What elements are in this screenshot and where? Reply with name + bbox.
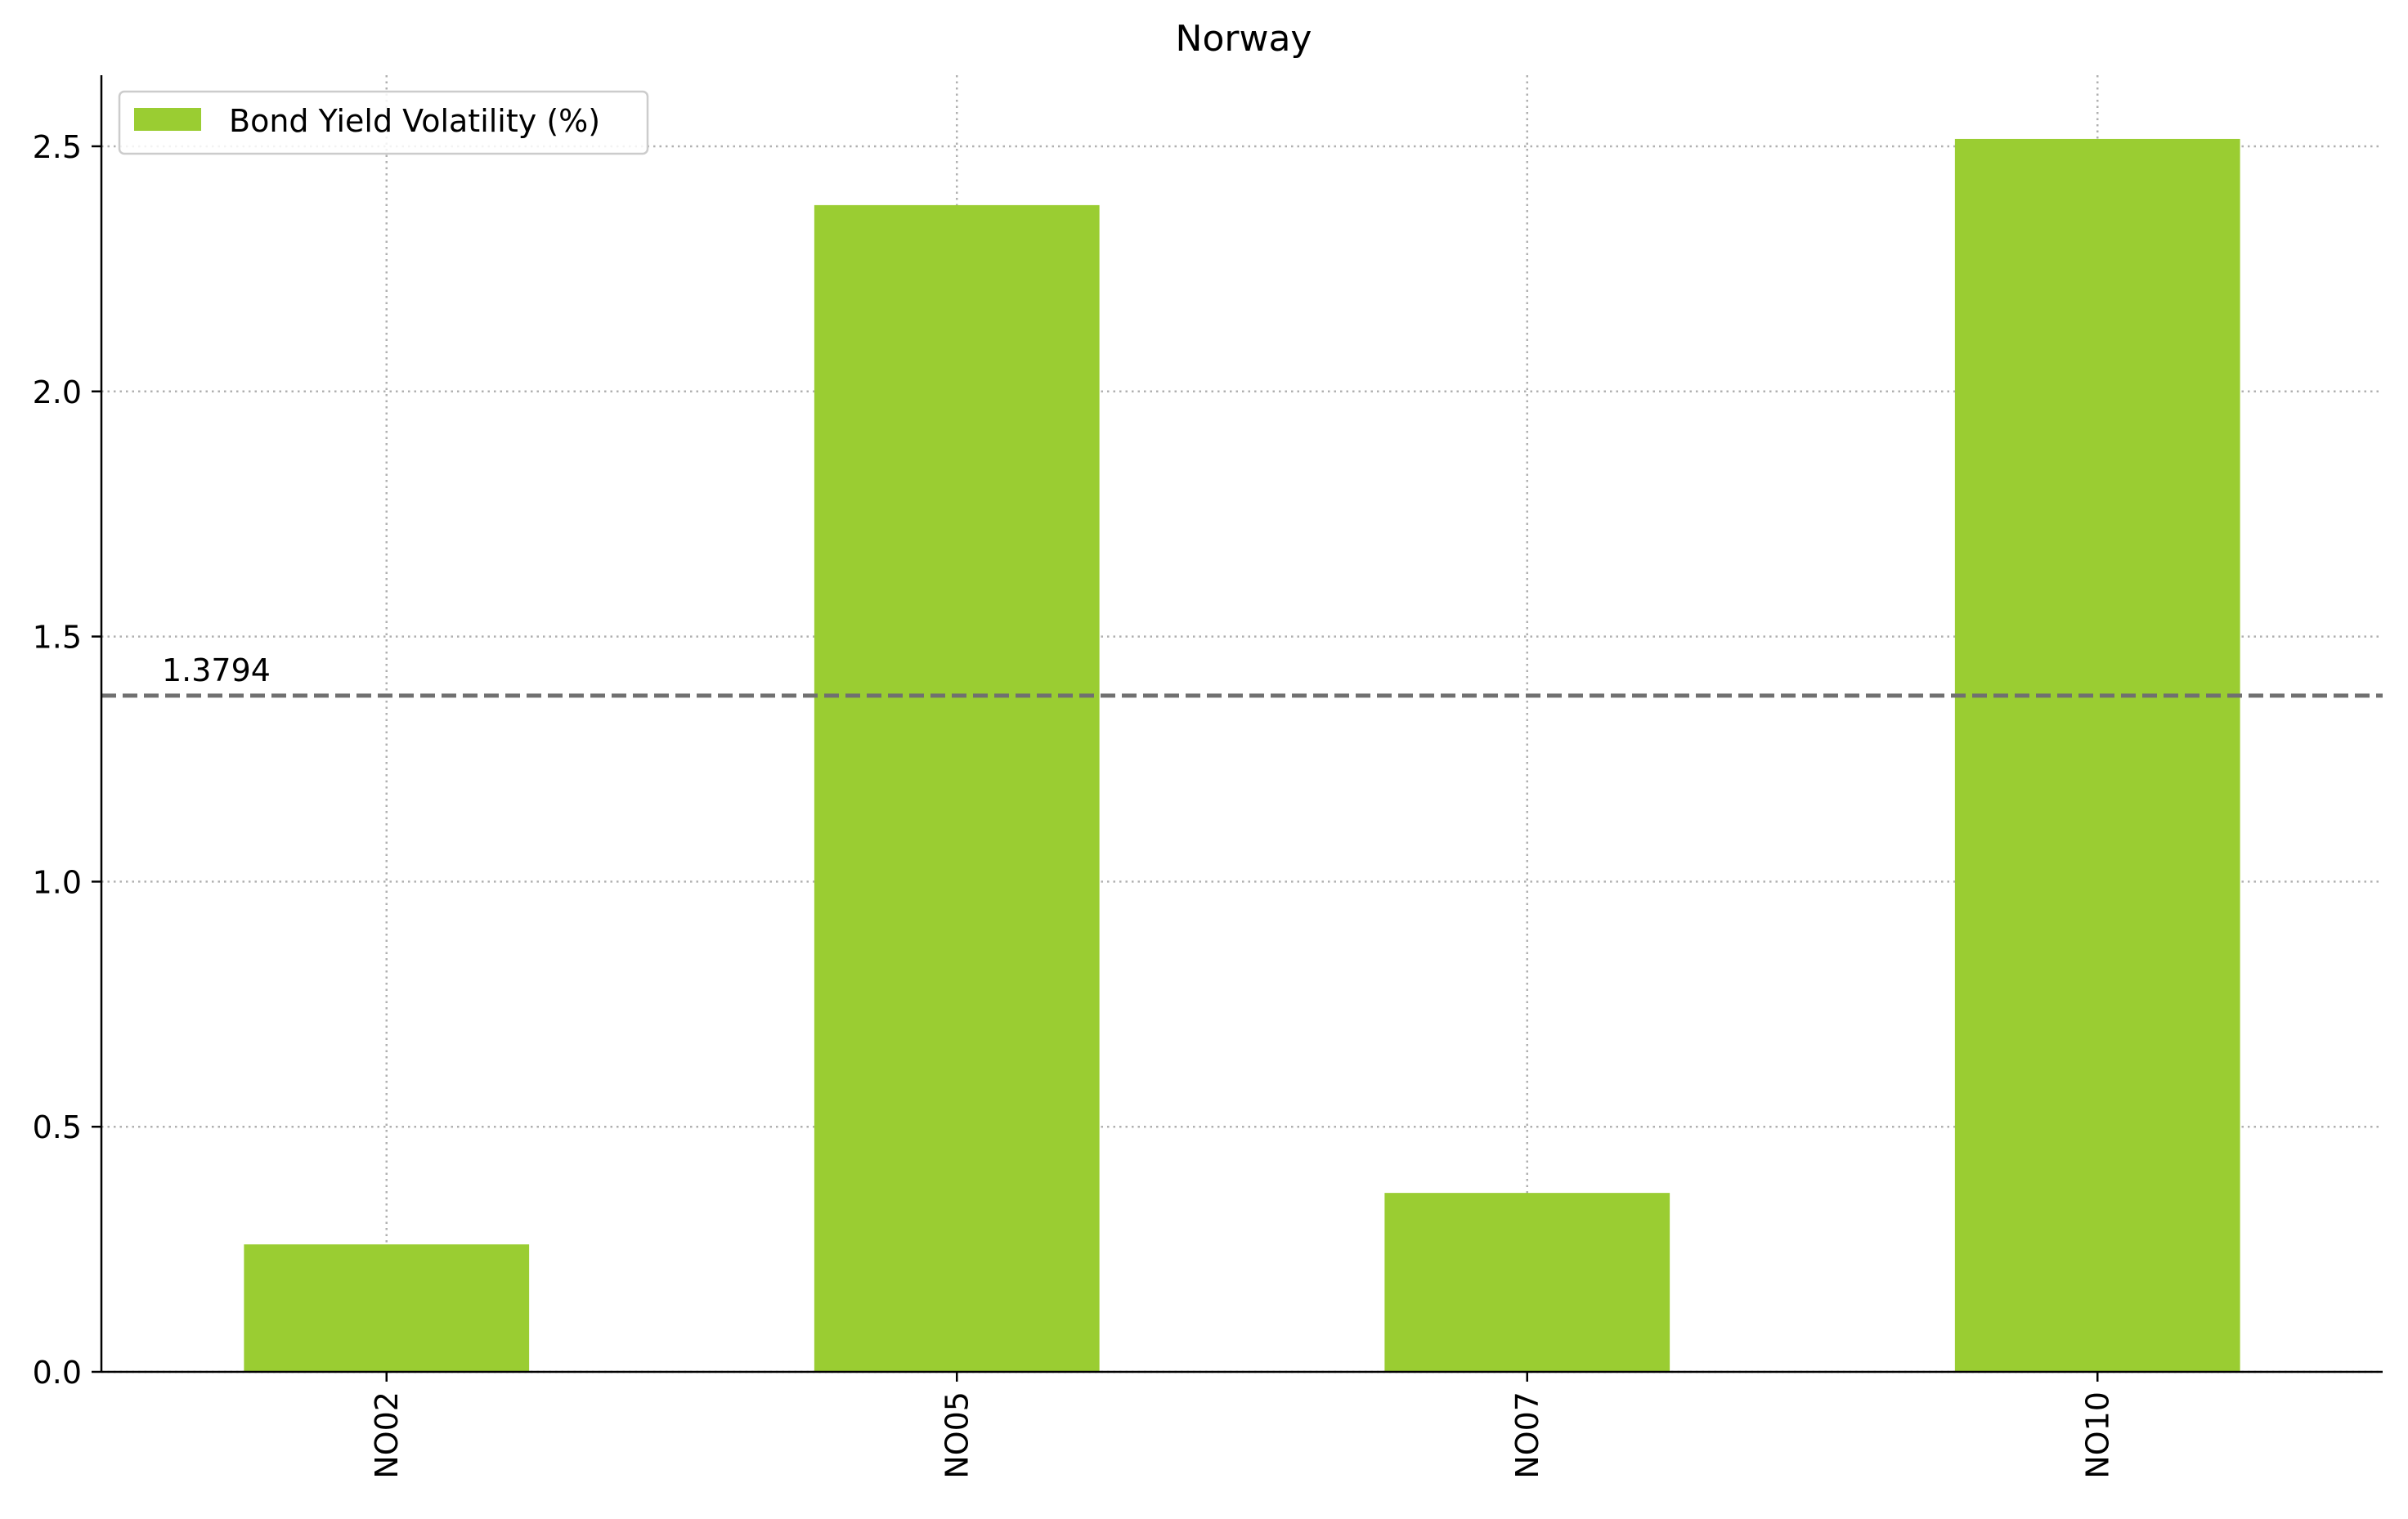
- y-tick-label: 1.5: [33, 620, 82, 656]
- legend-label: Bond Yield Volatility (%): [229, 103, 600, 139]
- x-tick-label: NO02: [369, 1391, 405, 1479]
- x-tick-label: NO10: [2079, 1391, 2115, 1479]
- bar-no02: [244, 1244, 530, 1372]
- reference-line-layer: 1.3794: [101, 652, 2383, 698]
- bar-no10: [1954, 138, 2240, 1373]
- x-tick-label: NO07: [1509, 1391, 1545, 1479]
- y-tick-label: 0.5: [33, 1109, 82, 1145]
- bar-no05: [814, 204, 1100, 1373]
- bar-no07: [1384, 1193, 1670, 1372]
- reference-line-label: 1.3794: [162, 652, 271, 688]
- y-tick-label: 0.0: [33, 1355, 82, 1391]
- axes-layer: [100, 75, 2383, 1373]
- x-tick-label: NO05: [939, 1391, 975, 1479]
- y-tick-label: 1.0: [33, 864, 82, 900]
- ticks-layer: 0.0 0.5 1.0 1.5 2.0 2.5 NO02 NO05 NO07 NO10: [33, 129, 2116, 1479]
- y-tick-label: 2.0: [33, 374, 82, 410]
- legend-swatch: [134, 108, 201, 131]
- y-tick-label: 2.5: [33, 129, 82, 165]
- legend-box: [118, 90, 649, 155]
- chart-title: Norway: [1176, 18, 1312, 60]
- legend: Bond Yield Volatility (%): [118, 90, 649, 155]
- bars-layer: [244, 138, 2240, 1373]
